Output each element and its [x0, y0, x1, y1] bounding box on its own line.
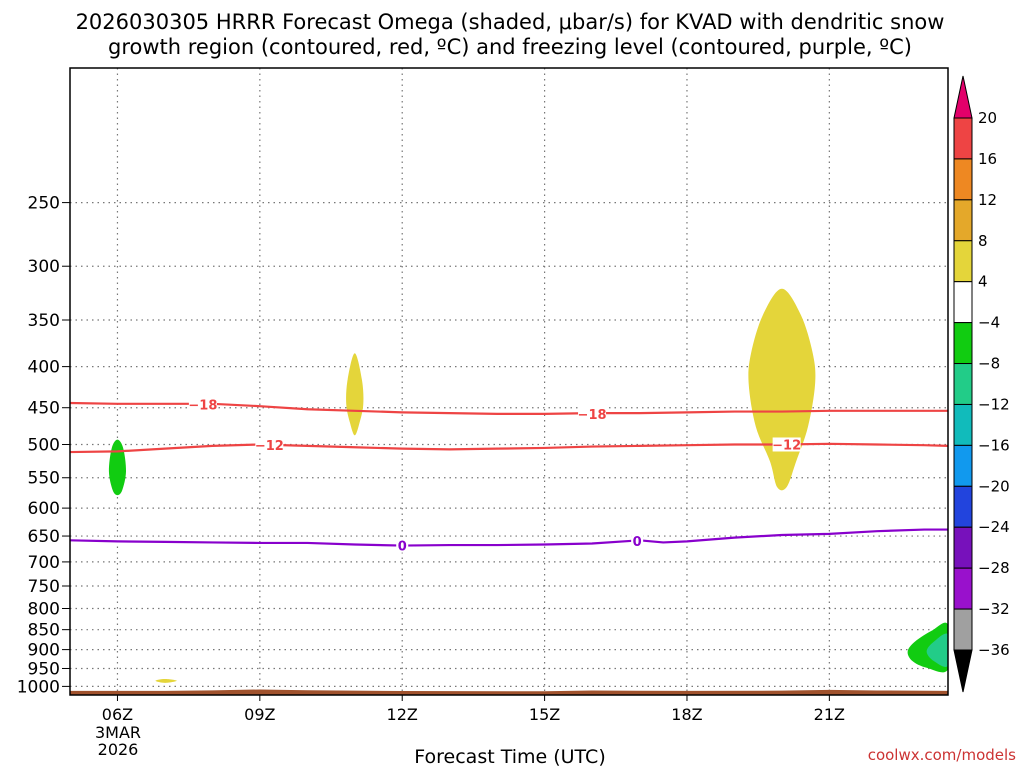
contour-label-minus12: −12 [255, 439, 284, 454]
colorbar-label: 16 [978, 150, 997, 168]
colorbar-label: −12 [978, 395, 1010, 413]
colorbar-label: −4 [978, 314, 1000, 332]
colorbar-label: 12 [978, 191, 997, 209]
y-tick-label: 850 [28, 621, 60, 641]
title-line-2: growth region (contoured, red, ºC) and f… [108, 35, 912, 59]
x-tick-label: 09Z [244, 705, 275, 724]
colorbar-bottom-arrow [953, 649, 973, 693]
colorbar-label: −20 [978, 477, 1010, 495]
surface-band [70, 689, 948, 695]
colorbar-label: 8 [978, 232, 988, 250]
colorbar-label: −16 [978, 436, 1010, 454]
y-tick-label: 550 [28, 469, 60, 489]
x-tick-label: 21Z [814, 705, 845, 724]
colorbar-band [953, 526, 973, 569]
omega-neg-23z-inner [926, 633, 948, 668]
y-tick-label: 900 [28, 641, 60, 661]
colorbar-label: −28 [978, 559, 1010, 577]
contour-label-bg [255, 438, 284, 453]
y-tick-label: 950 [28, 659, 60, 679]
colorbar-band [953, 117, 973, 160]
colorbar-band [953, 240, 973, 283]
colorbar-label: −36 [978, 641, 1010, 659]
colorbar-band [953, 608, 973, 651]
contour-label-minus18: −18 [188, 399, 217, 414]
plot-background [70, 68, 948, 695]
colorbar-label: −24 [978, 518, 1010, 536]
date-line-2: 2026 [98, 740, 139, 759]
omega-pos-07z [155, 678, 177, 683]
omega-neg-06z [108, 439, 127, 496]
contour-label-bg [772, 437, 801, 452]
y-axis-ticks: 2503003504004505005506006507007508008509… [17, 194, 70, 697]
contour-minus18 [69, 401, 948, 415]
colorbar: 20 16 12 8 4 −4 −8 −12 −16 −20 −24 −28 −32 −36 [953, 75, 1010, 693]
y-tick-label: 700 [28, 553, 60, 573]
contour-minus12 [69, 442, 949, 454]
contour-label-bg [188, 397, 217, 412]
x-axis-ticks: 06Z 09Z 12Z 15Z 18Z 21Z [102, 695, 845, 724]
y-tick-label: 1000 [17, 677, 60, 697]
x-tick-label: 06Z [102, 705, 133, 724]
colorbar-band [953, 281, 973, 324]
y-tick-label: 300 [28, 257, 60, 277]
colorbar-label: 4 [978, 273, 988, 291]
date-line-1: 3MAR [95, 723, 141, 742]
temperature-contours [69, 401, 949, 547]
colorbar-band [953, 199, 973, 242]
contour-label-bg [578, 406, 607, 421]
y-tick-label: 350 [28, 311, 60, 331]
y-tick-label: 400 [28, 358, 60, 378]
contour-label-bg [396, 538, 409, 553]
plot-frame [69, 67, 949, 696]
colorbar-top-arrow [953, 75, 973, 119]
colorbar-band [953, 322, 973, 365]
colorbar-band [953, 158, 973, 201]
colorbar-label: 20 [978, 109, 997, 127]
title-line-1: 2026030305 HRRR Forecast Omega (shaded, … [76, 10, 945, 34]
y-tick-label: 650 [28, 527, 60, 547]
colorbar-band [953, 444, 973, 487]
y-tick-label: 800 [28, 600, 60, 620]
colorbar-band [953, 485, 973, 528]
contour-label-minus12: −12 [772, 438, 801, 453]
y-tick-label: 600 [28, 499, 60, 519]
contour-zero [69, 528, 948, 547]
x-tick-label: 12Z [387, 705, 418, 724]
contour-label-bg [631, 533, 644, 548]
colorbar-label: −8 [978, 355, 1000, 373]
contour-labels: −18 −18 −12 −12 0 0 [188, 397, 801, 555]
colorbar-band [953, 363, 973, 405]
y-tick-label: 450 [28, 399, 60, 419]
x-axis-label: Forecast Time (UTC) [414, 746, 605, 768]
contour-label-minus18: −18 [578, 408, 607, 423]
colorbar-band [953, 403, 973, 446]
y-tick-label: 500 [28, 435, 60, 455]
contour-label-zero: 0 [633, 535, 642, 550]
contour-label-zero: 0 [398, 540, 407, 555]
y-tick-label: 750 [28, 577, 60, 597]
x-tick-label: 15Z [529, 705, 560, 724]
y-tick-label: 250 [28, 194, 60, 214]
surface-terrain [70, 689, 948, 695]
omega-pos-11z [346, 353, 364, 436]
colorbar-label: −32 [978, 600, 1010, 618]
credit-text: coolwx.com/models [868, 746, 1016, 764]
x-tick-label: 18Z [671, 705, 702, 724]
colorbar-band [953, 567, 973, 610]
